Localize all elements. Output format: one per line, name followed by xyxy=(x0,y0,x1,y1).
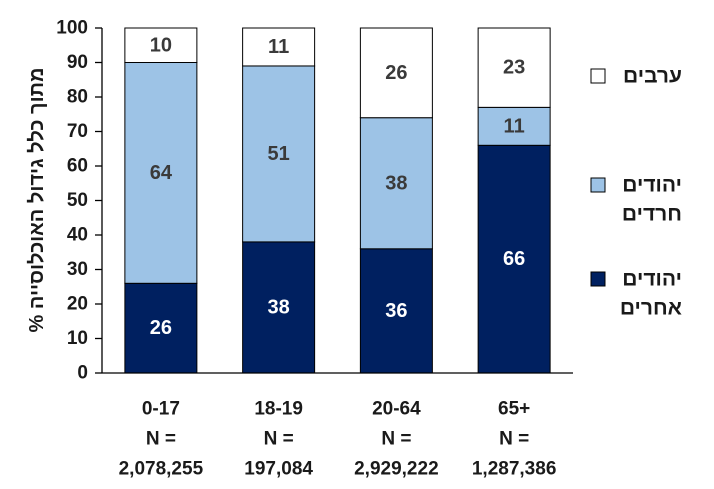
y-tick-label: 100 xyxy=(56,18,88,39)
x-tick-n-value: 2,929,222 xyxy=(354,459,439,480)
legend-label: חרדים xyxy=(622,203,682,226)
x-axis: 0-17 N = 2,078,255 18-19 N = 197,084 20-64 N = 2… xyxy=(102,372,573,480)
legend-item: יהודים חרדים xyxy=(590,174,682,226)
y-axis-label: % מתוך כלל גידול האוכלוסייה xyxy=(26,68,48,333)
x-tick-n-prefix: N = xyxy=(264,429,294,450)
bar-segment xyxy=(124,282,198,374)
legend-swatch xyxy=(590,271,606,287)
y-tick-label: 0 xyxy=(77,363,88,384)
x-tick-n-value: 197,084 xyxy=(244,459,313,480)
data-label: 11 xyxy=(504,115,525,137)
y-tick-label: 70 xyxy=(67,121,88,142)
x-tick-label: 65+ xyxy=(498,399,530,420)
y-tick-label: 30 xyxy=(67,259,88,280)
legend-swatch xyxy=(590,68,606,84)
bar-segment xyxy=(124,62,198,284)
legend-label: יהודים xyxy=(622,174,682,197)
legend-label: אחרים xyxy=(620,297,682,320)
y-tick-label: 80 xyxy=(67,87,88,108)
bar-segment xyxy=(124,27,198,63)
data-label: 38 xyxy=(268,296,290,318)
y-tick-label: 60 xyxy=(67,156,88,177)
legend-item: יהודים אחרים xyxy=(590,268,682,320)
bar-segment xyxy=(477,27,551,108)
bar-segment xyxy=(242,65,316,243)
bar-segment xyxy=(359,27,433,119)
legend: ערבים יהודים חרדים יהודים אחרים xyxy=(590,65,682,320)
y-tick-label: 40 xyxy=(67,225,88,246)
data-label: 26 xyxy=(385,62,407,84)
x-tick-n-prefix: N = xyxy=(381,429,411,450)
y-tick-label: 20 xyxy=(67,294,88,315)
bar-segment xyxy=(477,106,551,146)
data-label: 26 xyxy=(150,317,172,339)
bar-segment xyxy=(359,248,433,374)
bar-segment xyxy=(242,27,316,67)
data-label: 23 xyxy=(503,57,525,79)
data-label: 66 xyxy=(503,248,525,270)
data-label: 64 xyxy=(150,162,173,184)
x-tick-n-value: 1,287,386 xyxy=(472,459,557,480)
legend-swatch xyxy=(590,177,606,193)
y-axis: 0 10 20 30 40 50 60 70 80 90 100 xyxy=(56,18,103,384)
x-tick-n-prefix: N = xyxy=(499,429,529,450)
data-label: 36 xyxy=(385,300,407,322)
legend-label: יהודים xyxy=(622,268,682,291)
legend-label: ערבים xyxy=(623,65,682,88)
y-tick-label: 10 xyxy=(67,328,88,349)
x-tick-label: 20-64 xyxy=(372,399,421,420)
data-label: 38 xyxy=(385,172,407,194)
x-tick-label: 0-17 xyxy=(142,399,180,420)
data-label: 51 xyxy=(268,143,290,165)
y-tick-label: 50 xyxy=(67,190,88,211)
legend-item: ערבים xyxy=(590,65,682,88)
data-label: 10 xyxy=(150,34,172,56)
x-tick-n-value: 2,078,255 xyxy=(119,459,204,480)
x-tick-label: 18-19 xyxy=(254,399,303,420)
bar-segment xyxy=(359,117,433,250)
x-tick-n-prefix: N = xyxy=(146,429,176,450)
bars: 26 64 10 38 51 11 36 38 26 66 11 23 xyxy=(124,27,551,374)
bar-segment xyxy=(477,144,551,374)
y-tick-label: 90 xyxy=(67,52,88,73)
data-label: 11 xyxy=(268,36,289,58)
